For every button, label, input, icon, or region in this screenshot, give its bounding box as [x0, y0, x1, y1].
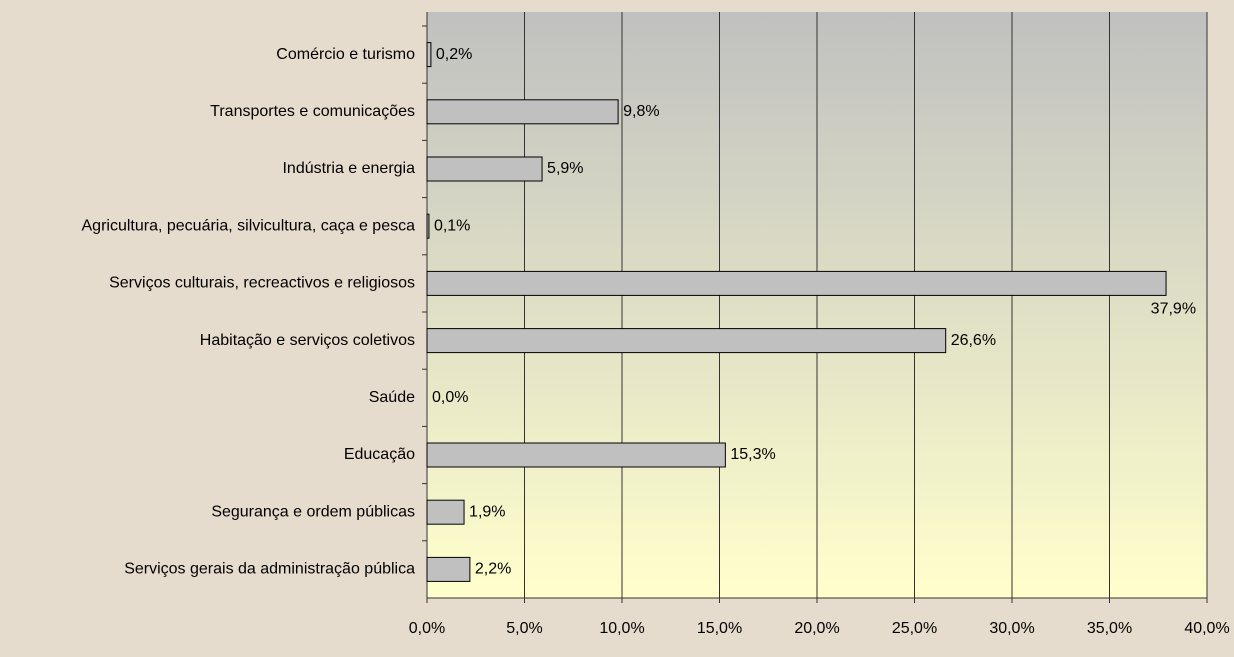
x-tick-label: 25,0%	[892, 620, 937, 637]
bar	[426, 328, 947, 354]
data-label: 0,2%	[436, 46, 472, 63]
x-tick-label: 10,0%	[599, 620, 644, 637]
y-tick-label: Educação	[344, 446, 415, 463]
x-tick-label: 0,0%	[409, 620, 445, 637]
bar	[426, 156, 543, 182]
x-tick-label: 40,0%	[1184, 620, 1229, 637]
data-label: 26,6%	[951, 332, 996, 349]
bar	[426, 213, 430, 239]
data-label: 0,0%	[432, 389, 468, 406]
bar	[426, 499, 465, 525]
y-tick-label: Transportes e comunicações	[210, 103, 415, 120]
x-tick-label: 20,0%	[794, 620, 839, 637]
bar	[426, 442, 726, 468]
data-label: 37,9%	[1151, 301, 1196, 318]
y-tick-label: Segurança e ordem públicas	[211, 503, 415, 520]
data-label: 0,1%	[434, 217, 470, 234]
y-tick-label: Indústria e energia	[282, 160, 415, 177]
y-tick-label: Agricultura, pecuária, silvicultura, caç…	[82, 217, 416, 234]
y-tick-label: Serviços gerais da administração pública	[124, 561, 415, 578]
bar	[426, 42, 432, 68]
x-tick-label: 5,0%	[506, 620, 542, 637]
x-tick-label: 30,0%	[989, 620, 1034, 637]
bar	[426, 99, 619, 125]
bar	[426, 556, 471, 582]
data-label: 15,3%	[730, 446, 775, 463]
data-label: 2,2%	[475, 561, 511, 578]
y-tick-label: Saúde	[369, 389, 415, 406]
y-tick-label: Habitação e serviços coletivos	[200, 332, 415, 349]
data-label: 9,8%	[623, 103, 659, 120]
x-tick-label: 15,0%	[697, 620, 742, 637]
data-label: 1,9%	[469, 503, 505, 520]
x-tick-label: 35,0%	[1087, 620, 1132, 637]
y-tick-label: Comércio e turismo	[276, 46, 415, 63]
bar	[426, 270, 1167, 296]
data-label: 5,9%	[547, 160, 583, 177]
y-tick-label: Serviços culturais, recreactivos e relig…	[109, 275, 415, 292]
